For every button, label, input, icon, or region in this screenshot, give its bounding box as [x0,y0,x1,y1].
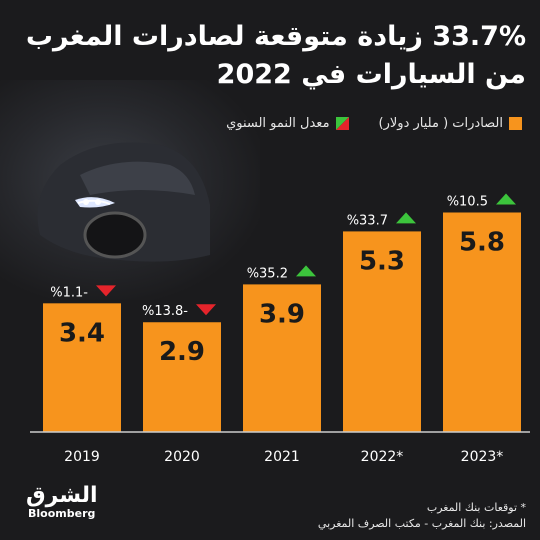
title-line-2: من السيارات في 2022 [216,59,526,90]
legend-item-exports: الصادرات ( مليار دولار) [379,116,522,131]
growth-label: %33.7 [347,213,388,228]
bar-value-label: 3.9 [259,299,305,329]
legend: الصادرات ( مليار دولار) معدل النمو السنو… [226,116,522,131]
footer: * توقعات بنك المغرب المصدر: بنك المغرب -… [318,500,526,532]
bar [243,284,321,432]
growth-label: %1.1- [50,285,88,300]
growth-label: %35.2 [247,266,288,281]
bar-value-label: 5.3 [359,246,405,276]
bar-value-label: 5.8 [459,227,505,257]
x-tick-label: 2021 [264,449,300,465]
logo-bloomberg: Bloomberg [28,507,96,520]
car-image [37,142,210,262]
bar-value-label: 3.4 [59,318,105,348]
growth-down-arrow [196,304,216,316]
exports-swatch [509,117,522,130]
growth-up-arrow [296,265,316,277]
legend-exports-label: الصادرات ( مليار دولار) [378,116,503,131]
x-tick-label: 2020 [164,449,200,465]
growth-down-arrow [96,285,116,297]
legend-item-growth: معدل النمو السنوي [226,116,349,131]
logo: الشرق Bloomberg [14,484,104,530]
x-tick-label: 2022* [361,449,404,465]
growth-swatch [335,117,349,130]
legend-growth-label: معدل النمو السنوي [226,116,330,131]
growth-label: %10.5 [447,194,488,209]
growth-up-arrow [496,193,516,205]
chart-title: 33.7% زيادة متوقعة لصادرات المغرب من الس… [16,18,526,94]
x-tick-label: 2023* [461,449,504,465]
title-line-1: 33.7% زيادة متوقعة لصادرات المغرب [25,21,526,52]
x-tick-label: 2019 [64,449,100,465]
bar [43,303,121,432]
logo-arabic: الشرق [26,483,99,508]
footer-source: المصدر: بنك المغرب - مكتب الصرف المغربي [317,517,526,530]
bar [143,322,221,432]
bar-value-label: 2.9 [159,337,205,367]
growth-up-arrow [396,212,416,224]
bar [443,212,521,432]
bar [343,231,421,432]
footer-note: * توقعات بنك المغرب [426,501,526,514]
growth-label: %13.8- [142,304,188,319]
